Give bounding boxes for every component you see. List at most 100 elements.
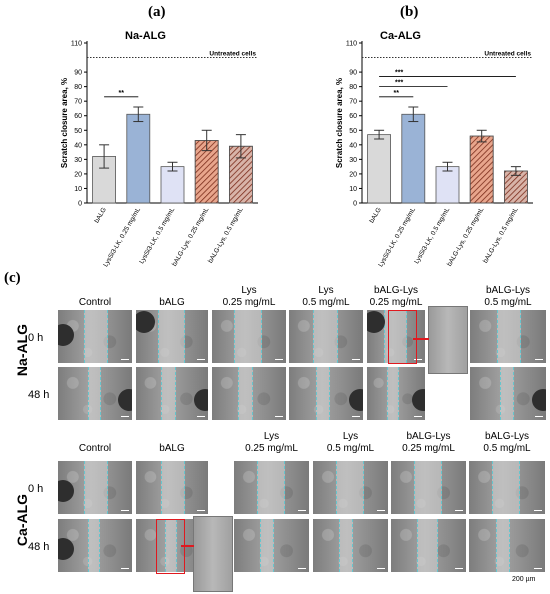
column-label: bALG-Lys 0.5 mg/mL — [464, 285, 550, 309]
column-label-line: 0.25 mg/mL — [245, 443, 298, 454]
scratch-gap — [312, 310, 339, 363]
column-label-line: bALG-Lys — [373, 285, 419, 296]
column-label-line: Lys — [263, 431, 280, 442]
column-label-line: 0.25 mg/mL — [402, 443, 455, 454]
y-tick-label: 50 — [349, 128, 357, 135]
micrograph-image — [313, 519, 388, 572]
dark-artifact — [194, 388, 208, 411]
zoom-inset-image — [193, 516, 233, 592]
column-label-line: 0.25 mg/mL — [222, 297, 276, 308]
x-tick-label: bALG-Lys, 0.25 mg/mL — [171, 206, 211, 268]
x-tick-label: bALG-Lys, 0.5 mg/mL — [482, 206, 520, 264]
scratch-gap — [87, 519, 100, 572]
x-tick-label: LysSi3-LK, 0.25 mg/mL — [102, 206, 142, 268]
x-tick-label: LysSi3-LK, 0.5 mg/mL — [413, 206, 451, 265]
zoom-arrow — [181, 545, 194, 547]
chart-title-na: Na-ALG — [125, 30, 166, 42]
group-label-na-alg: Na-ALG — [14, 323, 30, 377]
y-tick-label: 80 — [74, 84, 82, 91]
x-tick-label: bALG-Lys, 0.25 mg/mL — [446, 206, 486, 268]
y-tick-label: 70 — [74, 99, 82, 106]
micrograph-image — [58, 461, 132, 514]
reference-label: Untreated cells — [484, 51, 531, 58]
scratch-gap — [384, 310, 407, 363]
bar — [126, 113, 151, 204]
row-label-time: 0 h — [28, 483, 44, 495]
scratch-gap — [87, 367, 101, 420]
bar-chart-na-alg: 0 10 20 30 40 50 60 70 80 90 110 Scratch closure ar… — [60, 41, 258, 268]
panel-label-a: (a) — [148, 4, 166, 20]
scratch-gap — [500, 367, 514, 420]
scratch-gap — [316, 367, 331, 420]
column-label-line: bALG — [159, 297, 185, 308]
dark-artifact — [58, 538, 74, 561]
micrograph-image — [234, 461, 309, 514]
panel-label-b: (b) — [400, 4, 419, 20]
scale-bar — [298, 510, 306, 511]
scale-bar — [377, 568, 385, 569]
scale-bar — [414, 359, 422, 360]
column-label-line: Lys — [342, 431, 359, 442]
micrograph-image — [391, 519, 466, 572]
column-label: Control — [52, 297, 138, 309]
column-label-line: 0.25 mg/mL — [369, 297, 423, 308]
scratch-gap — [387, 367, 400, 420]
y-axis-label: Scratch closure area, % — [60, 78, 69, 168]
group-label-ca-alg: Ca-ALG — [14, 493, 30, 547]
y-tick-label: 30 — [349, 157, 357, 164]
chart-title-ca: Ca-ALG — [380, 30, 421, 42]
scratch-gap — [164, 519, 177, 572]
column-label-line: 0.5 mg/mL — [484, 297, 532, 308]
micrograph-image — [470, 367, 546, 420]
y-tick-label: 70 — [349, 99, 357, 106]
micrograph-image — [469, 461, 545, 514]
y-tick-label: 50 — [74, 128, 82, 135]
y-tick-label: 60 — [349, 113, 357, 120]
micrograph-image — [469, 519, 545, 572]
scale-bar — [298, 568, 306, 569]
y-tick-label: 40 — [349, 142, 357, 149]
scratch-gap — [491, 461, 521, 514]
scratch-gap — [83, 310, 109, 363]
scale-bar — [197, 510, 205, 511]
column-label: bALG — [130, 443, 214, 455]
dark-artifact — [58, 480, 74, 503]
micrograph-image — [136, 461, 208, 514]
bar-chart-ca-alg: 0 10 20 30 40 50 60 70 80 90 110 Scratch closure ar… — [335, 41, 533, 268]
scale-bar — [377, 510, 385, 511]
micrograph-image — [367, 367, 425, 420]
column-label-line: Control — [78, 443, 112, 454]
scale-bar-label: 200 µm — [512, 576, 536, 583]
scale-bar — [121, 416, 129, 417]
y-tick-label: 20 — [349, 171, 357, 178]
y-tick-label: 110 — [346, 41, 357, 48]
scale-bar — [121, 568, 129, 569]
micrograph-image — [289, 310, 363, 363]
y-tick-label: 0 — [78, 201, 82, 208]
y-tick-label: 90 — [74, 70, 82, 77]
column-label: Lys 0.25 mg/mL — [206, 285, 292, 309]
scale-bar — [121, 510, 129, 511]
micrograph-image — [212, 367, 286, 420]
y-tick-label: 30 — [74, 157, 82, 164]
y-tick-label: 0 — [353, 201, 357, 208]
y-tick-label: 40 — [74, 142, 82, 149]
scratch-gap — [256, 461, 285, 514]
scale-bar — [197, 416, 205, 417]
row-label-time: 48 h — [28, 541, 50, 553]
scratch-gap — [161, 461, 185, 514]
scale-bar — [455, 510, 463, 511]
bar — [367, 134, 391, 204]
scratch-gap — [83, 461, 109, 514]
significance-label: ** — [393, 90, 399, 97]
zoom-arrow — [413, 338, 429, 340]
dark-artifact — [349, 388, 363, 411]
row-label-time: 0 h — [28, 332, 44, 344]
zoom-region-box — [388, 310, 417, 364]
scale-bar — [414, 416, 422, 417]
scale-bar — [197, 359, 205, 360]
scratch-gap — [496, 310, 522, 363]
column-label-line: bALG-Lys — [484, 431, 530, 442]
bar — [160, 166, 185, 204]
significance-label: *** — [395, 80, 403, 87]
